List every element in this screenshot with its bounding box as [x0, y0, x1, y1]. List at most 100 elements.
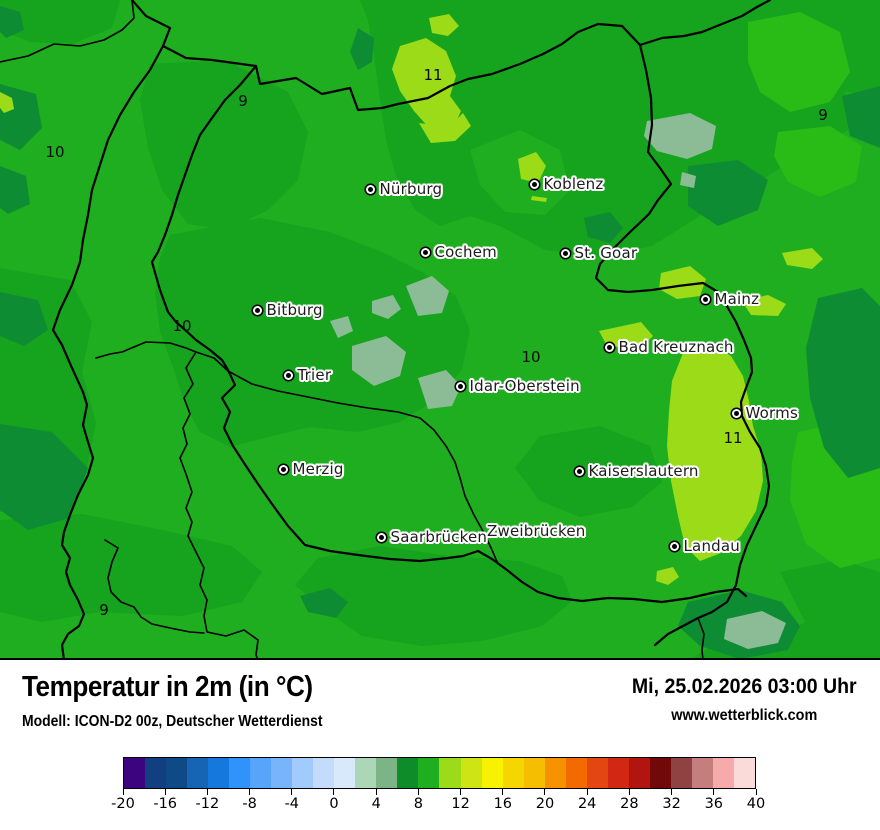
- city-label: Zweibrücken: [487, 522, 586, 540]
- model-info: Modell: ICON-D2 00z, Deutscher Wetterdie…: [22, 713, 323, 730]
- colorbar-labels: -20 -16 -12 -8 -4 0 4 8 12 16 20 24 28 32 36 40: [111, 796, 765, 816]
- colorbar-tick: [417, 789, 419, 795]
- city-label: Trier: [297, 366, 332, 384]
- colorbar-tick: [206, 789, 208, 795]
- city-dot-icon: [531, 181, 537, 187]
- colorbar-segment: [733, 758, 755, 788]
- colorbar-segment: [523, 758, 545, 788]
- colorbar-tick-label: 24: [577, 796, 597, 812]
- city-marker-bad-kreuznach: Bad Kreuznach: [606, 338, 734, 356]
- temperature-value: 9: [99, 601, 109, 619]
- colorbar-tick-label: -20: [111, 796, 135, 812]
- city-label: Mainz: [714, 290, 760, 308]
- city-dot-icon: [378, 534, 384, 540]
- city-marker-mainz: Mainz: [702, 290, 760, 308]
- colorbar-segment: [145, 758, 167, 788]
- city-dot-icon: [254, 307, 260, 313]
- colorbar-segment: [187, 758, 209, 788]
- colorbar-segment: [460, 758, 482, 788]
- city-dot-icon: [367, 186, 373, 192]
- colorbar-segment: [544, 758, 566, 788]
- colorbar-segment: [481, 758, 503, 788]
- colorbar-segment: [166, 758, 188, 788]
- colorbar-segment: [334, 758, 356, 788]
- colorbar-segment: [229, 758, 251, 788]
- colorbar-segment: [376, 758, 398, 788]
- colorbar-tick: [122, 789, 124, 795]
- colorbar-segment: [397, 758, 419, 788]
- colorbar-segment: [355, 758, 377, 788]
- colorbar-tick: [249, 789, 251, 795]
- city-label: Bitburg: [266, 301, 323, 319]
- colorbar-tick-label: 28: [620, 796, 639, 812]
- colorbar-segment: [271, 758, 293, 788]
- colorbar-tick: [164, 789, 166, 795]
- colorbar-tick: [544, 789, 546, 795]
- colorbar-tick-label: -8: [242, 796, 257, 812]
- colorbar-tick: [375, 789, 377, 795]
- city-dot-icon: [671, 543, 677, 549]
- colorbar-segment: [565, 758, 587, 788]
- colorbar-tick: [755, 789, 757, 795]
- city-marker-zweibr-cken: Zweibrücken: [487, 522, 585, 540]
- border-lines: [0, 0, 772, 658]
- city-marker-saarbr-cken: Saarbrücken: [378, 528, 488, 546]
- colorbar-segment: [691, 758, 713, 788]
- colorbar-tick: [460, 789, 462, 795]
- temperature-value: 10: [521, 348, 541, 366]
- city-label: Idar-Oberstein: [469, 377, 580, 395]
- colorbar-tick: [671, 789, 673, 795]
- title-block: Temperatur in 2m (in °C) Modell: ICON-D2…: [22, 671, 323, 731]
- city-marker-idar-oberstein: Idar-Oberstein: [457, 377, 580, 395]
- colorbar-segment: [292, 758, 314, 788]
- city-marker-bitburg: Bitburg: [254, 301, 323, 319]
- forecast-datetime: Mi, 25.02.2026 03:00 Uhr: [632, 675, 857, 698]
- city-marker-merzig: Merzig: [280, 460, 344, 478]
- map-shading: [0, 0, 880, 658]
- city-marker-trier: Trier: [285, 366, 332, 384]
- colorbar-segment: [502, 758, 524, 788]
- colorbar-tick: [713, 789, 715, 795]
- colorbar-tick-label: -12: [195, 796, 220, 812]
- city-dot-icon: [280, 466, 286, 472]
- city-dot-icon: [733, 410, 739, 416]
- city-label: Worms: [745, 404, 798, 422]
- city-label: Nürburg: [379, 180, 443, 198]
- footer: Temperatur in 2m (in °C) Modell: ICON-D2…: [0, 660, 880, 828]
- city-dot-icon: [606, 344, 612, 350]
- city-label: Cochem: [434, 243, 497, 261]
- colorbar-tick-label: -4: [284, 796, 300, 812]
- city-label: Landau: [683, 537, 740, 555]
- colorbar-tick-label: 20: [535, 796, 555, 812]
- colorbar-segment: [649, 758, 671, 788]
- colorbar-tick: [628, 789, 630, 795]
- colorbar-segment: [712, 758, 734, 788]
- colorbar-tick-label: 36: [704, 796, 724, 812]
- city-label: Koblenz: [543, 175, 604, 193]
- colorbar-tick-label: 0: [329, 796, 339, 812]
- temperature-colorbar: [123, 757, 756, 789]
- city-dot-icon: [422, 249, 428, 255]
- colorbar-segment: [628, 758, 650, 788]
- colorbar-tick-label: 40: [746, 796, 766, 812]
- temperature-value: 9: [238, 92, 248, 110]
- weather-map: Nürburg Koblenz Cochem St. Goar Bitburg Mainz…: [0, 0, 880, 660]
- colorbar-segment: [670, 758, 692, 788]
- website-url: www.wetterblick.com: [671, 707, 818, 724]
- colorbar-segment: [208, 758, 230, 788]
- temperature-value: 11: [423, 66, 443, 84]
- temperature-value: 9: [818, 106, 828, 124]
- city-label: Kaiserslautern: [588, 462, 699, 480]
- colorbar-tick-label: 32: [662, 796, 681, 812]
- city-dot-icon: [702, 296, 708, 302]
- city-dot-icon: [457, 383, 463, 389]
- city-marker-cochem: Cochem: [422, 243, 497, 261]
- colorbar-segment: [124, 758, 146, 788]
- colorbar-segment: [250, 758, 272, 788]
- city-label: Saarbrücken: [390, 528, 488, 546]
- colorbar-tick: [586, 789, 588, 795]
- colorbar-tick-label: 8: [413, 796, 424, 812]
- colorbar-segment: [313, 758, 335, 788]
- city-marker-kaiserslautern: Kaiserslautern: [576, 462, 699, 480]
- colorbar-segment: [586, 758, 608, 788]
